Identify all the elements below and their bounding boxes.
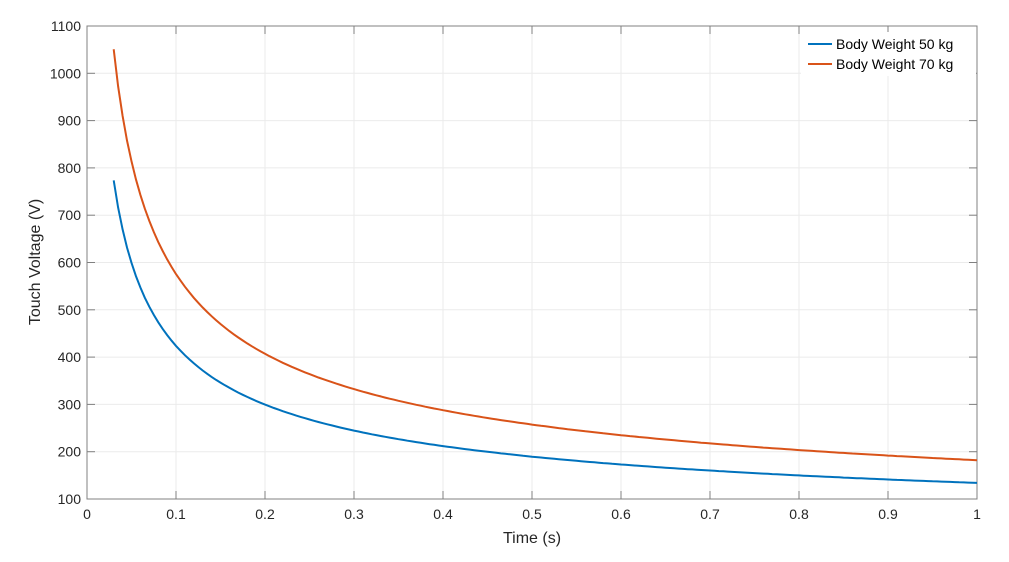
x-tick-label: 1 — [973, 506, 981, 522]
x-axis-label: Time (s) — [503, 530, 561, 547]
y-tick-label: 300 — [58, 396, 82, 412]
y-tick-label: 400 — [58, 349, 82, 365]
legend: Body Weight 50 kg Body Weight 70 kg — [801, 32, 976, 76]
x-tick-label: 0.4 — [433, 506, 453, 522]
y-tick-label: 700 — [58, 207, 82, 223]
series-line-0 — [112, 180, 978, 484]
grid — [86, 25, 978, 500]
axes — [86, 25, 978, 500]
x-tick-label: 0.5 — [522, 506, 542, 522]
x-tick-label: 0.1 — [166, 506, 186, 522]
x-tick-label: 0.6 — [611, 506, 631, 522]
y-tick-label: 100 — [58, 491, 82, 507]
y-tick-label: 600 — [58, 255, 82, 271]
series-line-1 — [112, 49, 978, 462]
y-tick-label: 800 — [58, 160, 82, 176]
x-tick-label: 0.9 — [878, 506, 898, 522]
tick-labels: 0 0.1 0.2 0.3 0.4 0.5 0.6 0.7 0.8 0.9 110020030040… — [50, 18, 981, 522]
y-tick-label: 200 — [58, 444, 82, 460]
y-axis-label: Touch Voltage (V) — [27, 199, 44, 325]
y-tick-label: 500 — [58, 302, 82, 318]
y-tick-label: 1100 — [51, 18, 81, 34]
x-tick-label: 0.8 — [789, 506, 809, 522]
data-lines — [112, 49, 978, 484]
x-tick-label: 0 — [83, 506, 91, 522]
legend-label-70kg: Body Weight 70 kg — [836, 56, 953, 72]
x-tick-label: 0.3 — [344, 506, 364, 522]
y-tick-label: 1000 — [50, 65, 81, 81]
legend-label-50kg: Body Weight 50 kg — [836, 36, 953, 52]
x-tick-label: 0.2 — [255, 506, 275, 522]
x-tick-label: 0.7 — [700, 506, 720, 522]
y-tick-label: 900 — [58, 113, 82, 129]
